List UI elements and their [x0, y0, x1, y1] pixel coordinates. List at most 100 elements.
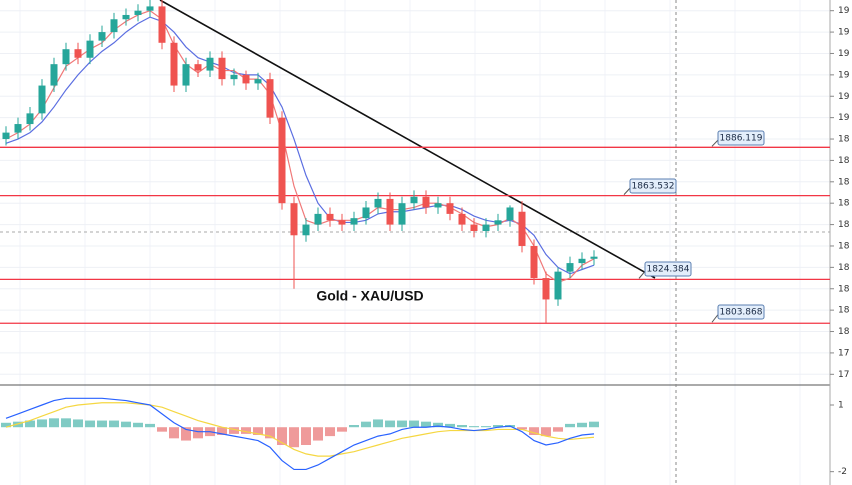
candle-body — [410, 196, 418, 204]
candle-body — [122, 14, 130, 20]
macd-histogram-bar — [97, 420, 107, 428]
macd-histogram-bar — [385, 420, 395, 428]
macd-histogram-bar — [277, 427, 287, 445]
y-tick-label: 19 — [838, 70, 850, 80]
candle-body — [386, 198, 394, 225]
candle-body — [2, 132, 10, 140]
candle-body — [446, 203, 454, 214]
candle-body — [86, 40, 94, 58]
candle-body — [470, 224, 478, 231]
macd-histogram-bar — [61, 418, 71, 428]
y-tick-label: 18 — [838, 263, 850, 273]
macd-histogram-bar — [409, 420, 419, 428]
level-label: 1824.384 — [647, 265, 690, 275]
candle-body — [170, 42, 178, 86]
macd-histogram-bar — [469, 426, 479, 428]
macd-histogram-bar — [265, 427, 275, 439]
candle-body — [266, 79, 274, 118]
y-tick-label: 18 — [838, 327, 850, 337]
candle-body — [158, 6, 166, 43]
candle-body — [374, 198, 382, 208]
grid — [0, 0, 830, 485]
macd-histogram-bar — [517, 427, 527, 430]
y-tick-label: 18 — [838, 284, 850, 294]
y-tick-label: 18 — [838, 135, 850, 145]
macd-histogram-bar — [181, 427, 191, 441]
level-label: 1803.868 — [720, 308, 763, 318]
macd-histogram-bar — [325, 427, 335, 437]
candle-body — [350, 218, 358, 225]
macd-histogram-bar — [541, 427, 551, 437]
candle-body — [362, 207, 370, 219]
candle-body — [518, 211, 526, 246]
candle-body — [326, 213, 334, 221]
macd-histogram-bar — [373, 419, 383, 428]
candle-body — [494, 220, 502, 225]
y-tick-label: 19 — [838, 49, 850, 59]
candle-body — [302, 224, 310, 236]
macd-histogram-bar — [589, 421, 599, 428]
y-tick-label: 19 — [838, 92, 850, 102]
macd-histogram-bar — [241, 427, 251, 434]
candle-body — [62, 49, 70, 65]
macd-histogram-bar — [217, 427, 227, 435]
macd-tick-label: 1 — [838, 401, 844, 411]
macd-histogram-bar — [313, 427, 323, 441]
y-tick-label: 18 — [838, 177, 850, 187]
candle-body — [542, 278, 550, 300]
candle-body — [182, 64, 190, 86]
level-label-box — [644, 261, 692, 277]
candle-body — [26, 113, 34, 125]
y-tick-label: 19 — [838, 28, 850, 38]
macd-histogram-bar — [133, 422, 143, 428]
macd-histogram-bar — [553, 427, 563, 432]
candle-body — [38, 85, 46, 114]
candle-body — [110, 19, 118, 33]
candle-body — [230, 74, 238, 80]
y-tick-label: 18 — [838, 306, 850, 316]
candle-body — [458, 213, 466, 225]
y-tick-label: 17 — [838, 370, 849, 380]
candle-body — [314, 213, 322, 225]
candle-body — [254, 79, 262, 84]
candle-body — [482, 224, 490, 231]
macd-histogram-bar — [529, 427, 539, 435]
candle-body — [590, 256, 598, 259]
macd-histogram-bar — [493, 425, 503, 428]
level-label: 1863.532 — [632, 182, 675, 192]
y-tick-label: 18 — [838, 241, 850, 251]
y-tick-label: 18 — [838, 199, 850, 209]
candle-body — [422, 196, 430, 208]
macd-histogram-bar — [37, 419, 47, 428]
macd-histogram-bar — [349, 425, 359, 428]
signal-line — [5, 402, 595, 457]
macd-histogram-bar — [457, 425, 467, 428]
macd-line — [5, 397, 595, 471]
macd-histogram-bar — [445, 423, 455, 428]
macd-histogram-bar — [85, 420, 95, 428]
y-tick-label: 19 — [838, 6, 850, 16]
candle-body — [506, 207, 514, 221]
candle-body — [398, 203, 406, 225]
candle-body — [146, 6, 154, 11]
candle-body — [74, 49, 82, 58]
macd-histogram-bar — [253, 427, 263, 435]
candle-body — [554, 271, 562, 300]
macd-histogram-bar — [577, 422, 587, 428]
candle-body — [578, 258, 586, 264]
macd-histogram-bar — [361, 421, 371, 428]
candle-body — [278, 117, 286, 204]
macd-histogram-bar — [109, 420, 119, 428]
trend-line — [159, 0, 656, 279]
y-tick-label: 18 — [838, 156, 850, 166]
candle-body — [434, 203, 442, 208]
macd-histogram-bar — [229, 427, 239, 434]
macd-histogram-bar — [1, 422, 11, 428]
candle-body — [50, 64, 58, 86]
macd-histogram-bar — [157, 427, 167, 432]
macd-histogram-bar — [433, 422, 443, 428]
ma-fast-line — [5, 10, 595, 284]
candle-body — [14, 124, 22, 133]
candle-body — [206, 57, 214, 71]
